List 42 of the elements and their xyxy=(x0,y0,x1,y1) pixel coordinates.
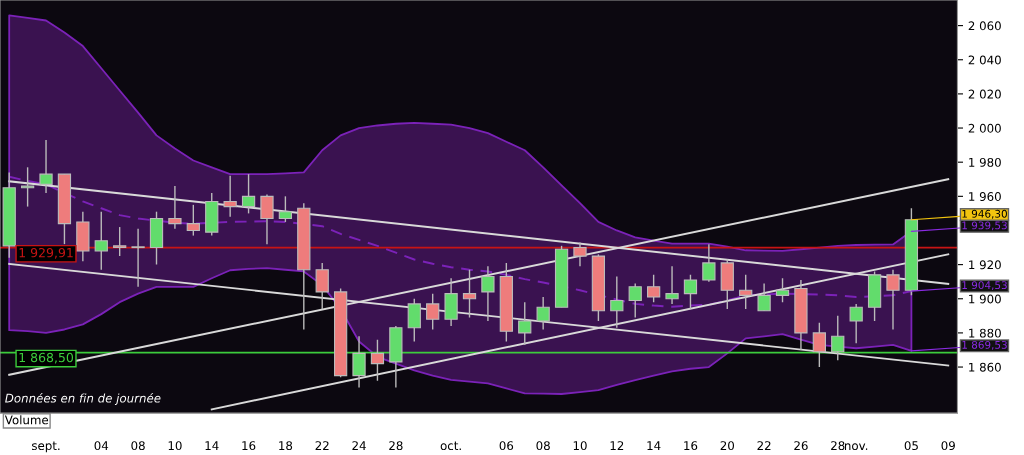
x-tick-label: 10 xyxy=(168,441,182,451)
annotation: 1 869,53 xyxy=(962,340,1007,350)
x-tick-label: 26 xyxy=(794,441,808,451)
x-tick-label: 06 xyxy=(499,441,514,451)
x-tick-label: 10 xyxy=(573,441,587,451)
x-tick-label: 16 xyxy=(242,441,256,451)
x-tick-label: sept. xyxy=(32,441,60,453)
y-tick-label: 2 060 xyxy=(968,21,1001,31)
x-tick-label: 18 xyxy=(279,441,293,451)
x-tick-label: oct. xyxy=(440,441,461,451)
y-tick-label: 1 860 xyxy=(969,362,1001,372)
x-tick-label: 14 xyxy=(205,441,219,450)
x-tick-label: 09 xyxy=(941,441,955,451)
x-tick-label: 08 xyxy=(131,441,145,451)
x-tick-label: nov. xyxy=(844,443,868,451)
annotation: 1 946,30 xyxy=(962,209,1007,219)
y-tick-label: 2 020 xyxy=(968,89,1001,99)
y-tick-label: 2 000 xyxy=(968,123,1001,133)
x-tick-label: 14 xyxy=(647,441,661,450)
y-tick-label: 1 920 xyxy=(969,260,1001,270)
annotation: Données en fin de journée xyxy=(5,392,161,405)
x-tick-label: 08 xyxy=(536,441,550,451)
x-tick-label: 22 xyxy=(757,441,771,450)
y-tick-label: 1 880 xyxy=(969,328,1001,338)
y-tick-label: 1 900 xyxy=(969,294,1001,304)
x-tick-label: 16 xyxy=(684,441,698,451)
y-tick-label: 1 960 xyxy=(969,192,1001,201)
ref-line-label: 1 929,91 xyxy=(19,247,73,259)
x-tick-label: 12 xyxy=(610,441,624,450)
x-tick-label: 20 xyxy=(720,441,735,451)
x-tick-label: 28 xyxy=(831,441,845,451)
x-tick-label: 24 xyxy=(352,441,366,450)
y-tick-label: 2 040 xyxy=(968,55,1001,65)
x-tick-label: 04 xyxy=(94,441,109,451)
y-tick-label: 1 980 xyxy=(969,157,1001,167)
x-tick-label: 22 xyxy=(315,441,329,450)
ref-line-label: 1 868,50 xyxy=(19,352,74,364)
annotation: 1 939,53 xyxy=(962,221,1007,231)
x-tick-label: 05 xyxy=(904,441,918,451)
text: Volume xyxy=(4,415,49,425)
annotation: 1 904,53 xyxy=(962,281,1007,291)
x-tick-label: 28 xyxy=(389,441,403,451)
